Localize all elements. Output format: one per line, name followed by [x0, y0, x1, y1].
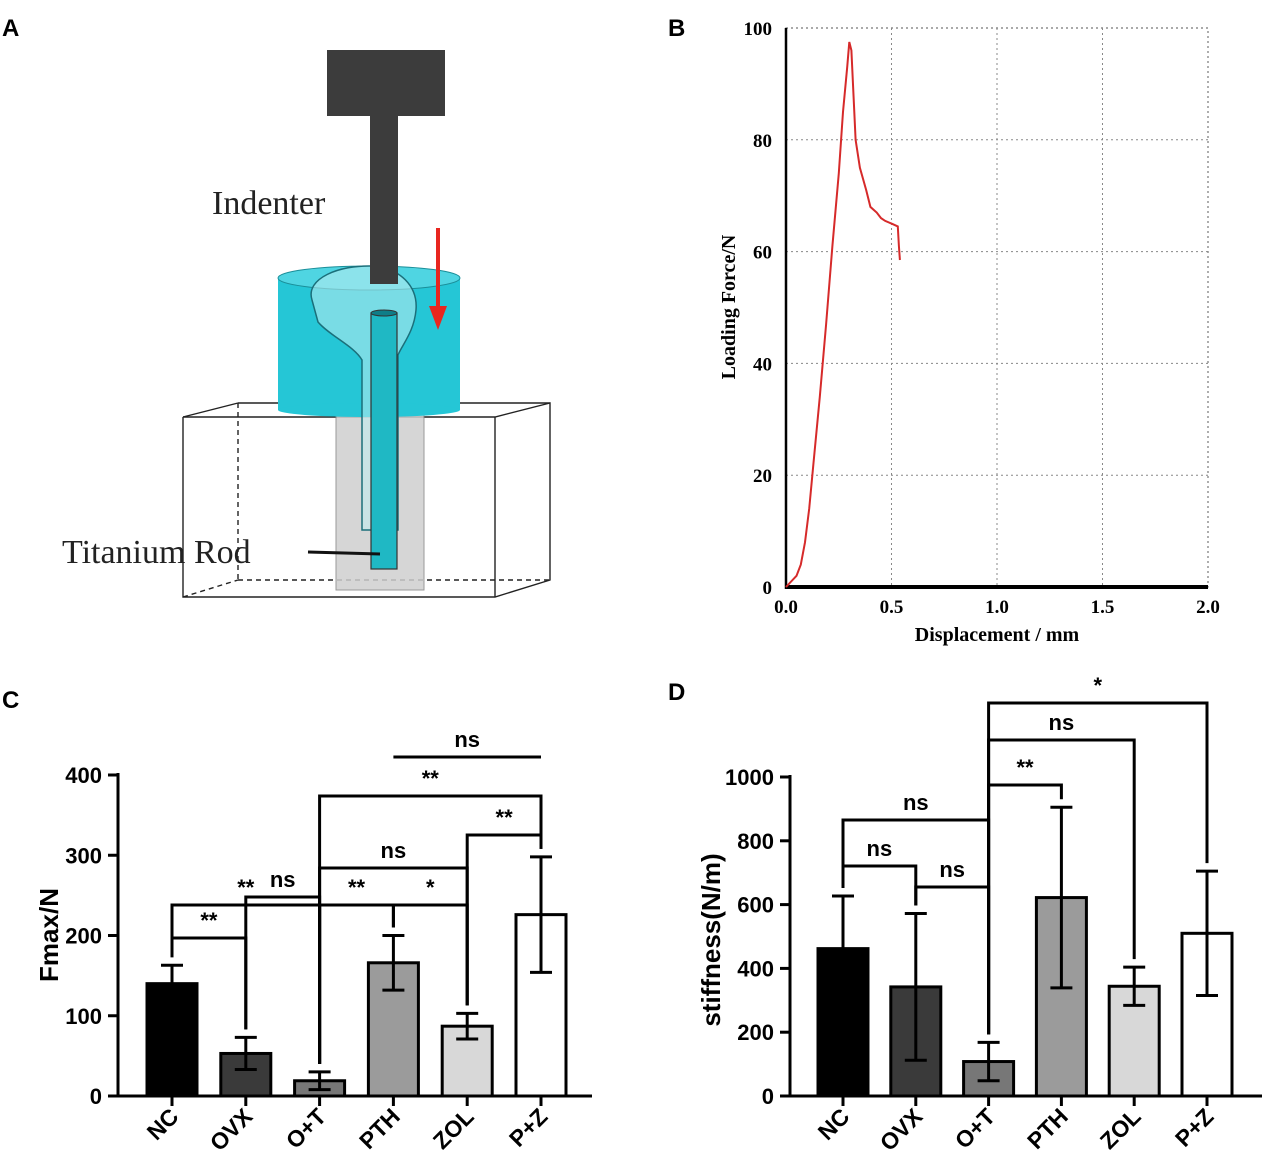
chart-c-y-tick-label: 200 [65, 924, 102, 949]
chart-d-x-tick-labels: NC OVX O+T PTH ZOL P+Z [813, 1103, 1219, 1156]
chart-c-sig-label: ns [270, 867, 296, 892]
chart-d-sig-line [841, 864, 918, 906]
chart-c-sig-label: ** [237, 875, 255, 900]
chart-d-x-tick-label: NC [813, 1103, 855, 1145]
chart-d-y-tick-label: 1000 [725, 765, 774, 790]
chart-b-grid [785, 27, 1209, 588]
titanium-rod-label: Titanium Rod [62, 534, 251, 571]
chart-c-x-tick-labels: NC OVX O+T PTH ZOL P+Z [142, 1103, 553, 1156]
chart-c-y-tick-label: 0 [90, 1084, 102, 1109]
chart-c-x-tick-label: P+Z [504, 1103, 553, 1152]
chart-c-error-bars [161, 855, 552, 1092]
chart-d-sig-label: ns [1049, 710, 1075, 735]
schematic-a: Indenter Titanium Rod [62, 50, 551, 598]
chart-c-sig-line [244, 895, 322, 1064]
chart-c-sig-label: ns [381, 838, 407, 863]
chart-c-sig-label: * [426, 875, 435, 900]
chart-c-x-tick-label: ZOL [428, 1103, 479, 1154]
chart-c-x-tick-label: O+T [281, 1103, 331, 1153]
chart-d-y-tick-label: 0 [762, 1084, 774, 1109]
chart-d-sig-label: ns [939, 857, 965, 882]
chart-d-y-tick-label: 400 [737, 956, 774, 981]
chart-b-y-tick-label: 80 [753, 131, 772, 152]
chart-b-x-tick-label: 0.0 [774, 597, 798, 618]
chart-b-x-tick-label: 1.0 [985, 597, 1009, 618]
chart-d-error-bars [832, 805, 1218, 1083]
chart-b-x-tick-label: 0.5 [880, 597, 904, 618]
chart-c-sig-bracket: ns [244, 867, 322, 1064]
chart-b-y-tick-label: 60 [753, 243, 772, 264]
indenter-label: Indenter [212, 185, 326, 222]
chart-c-significance: **ns** ** *ns****ns [170, 727, 543, 1064]
chart-c-sig-bracket: ** [318, 766, 543, 1064]
chart-b: 0 20 40 60 80 100 0.0 0.5 1.0 1.5 2.0 Loading For… [718, 19, 1220, 646]
chart-d-sig-label: ns [867, 836, 893, 861]
chart-d-y-axis-label: stiffness(N/m) [696, 853, 726, 1026]
chart-c-x-tick-label: PTH [354, 1103, 405, 1154]
chart-c-bars [145, 913, 568, 1098]
chart-b-loading-curve [785, 41, 901, 588]
chart-c-sig-label: ** [200, 908, 218, 933]
chart-d-x-tick-label: O+T [950, 1103, 1000, 1153]
titanium-rod-top [370, 309, 398, 317]
chart-c-sig-label: ns [454, 727, 480, 752]
indenter-head [327, 50, 445, 116]
chart-b-x-axis-label: Displacement / mm [915, 624, 1080, 646]
chart-c-sig-label: ** [348, 875, 366, 900]
chart-c-y-tick-label: 300 [65, 843, 102, 868]
titanium-rod-shape [370, 312, 398, 570]
chart-b-y-tick-label: 40 [753, 354, 772, 375]
chart-c-y-axis-label: Fmax/N [34, 888, 64, 982]
chart-c-sig-bracket: ns [393, 727, 541, 759]
chart-d-y-tick-label: 200 [737, 1020, 774, 1045]
chart-c-y-tick-label: 100 [65, 1004, 102, 1029]
panel-letter-d: D [668, 679, 685, 706]
chart-b-x-tick-label: 1.5 [1091, 597, 1115, 618]
chart-b-axes [784, 28, 1208, 589]
chart-c-y-tick-label: 400 [65, 763, 102, 788]
panel-letter-b: B [668, 15, 685, 42]
indenter-shape [327, 50, 445, 284]
chart-d-y-tick-label: 800 [737, 829, 774, 854]
chart-c-sig-line [318, 794, 543, 1064]
chart-d-sig-label: ns [903, 790, 929, 815]
chart-d-y-tick-label: 600 [737, 893, 774, 918]
chart-b-y-tick-labels: 0 20 40 60 80 100 [744, 19, 773, 599]
chart-b-y-axis-label: Loading Force/N [718, 234, 740, 379]
chart-b-y-tick-label: 0 [763, 578, 773, 599]
chart-b-y-tick-label: 20 [753, 466, 772, 487]
indenter-shaft [370, 116, 398, 284]
chart-c-x-tick-label: NC [142, 1103, 184, 1145]
chart-d-x-tick-label: OVX [875, 1103, 928, 1156]
chart-d-sig-label: ** [1016, 755, 1034, 780]
chart-d-x-tick-label: P+Z [1170, 1103, 1219, 1152]
chart-d-x-tick-label: ZOL [1095, 1103, 1146, 1154]
chart-d-sig-label: * [1094, 673, 1103, 698]
chart-d-x-tick-label: PTH [1022, 1103, 1073, 1154]
chart-c-x-tick-label: OVX [205, 1103, 258, 1156]
load-arrow-head [429, 306, 447, 330]
chart-c-y-tick-labels: 0 100 200 300 400 [65, 763, 102, 1109]
chart-b-y-tick-label: 100 [744, 19, 773, 40]
chart-b-x-tick-label: 2.0 [1196, 597, 1220, 618]
chart-c-sig-label: ** [422, 766, 440, 791]
chart-d-sig-line [987, 701, 1209, 1035]
chart-d-bars [816, 896, 1234, 1098]
panel-letter-a: A [2, 15, 19, 42]
chart-c-sig-label: ** [496, 805, 514, 830]
chart-d-sig-bracket: * [987, 673, 1209, 1035]
chart-d-y-tick-labels: 0 200 400 600 800 1000 [725, 765, 774, 1109]
chart-b-x-tick-labels: 0.0 0.5 1.0 1.5 2.0 [774, 597, 1220, 618]
panel-letter-c: C [2, 687, 19, 714]
load-arrow-icon [429, 228, 447, 330]
rod-pointer-line [307, 550, 381, 556]
chart-c-bar-ovx [219, 1051, 273, 1098]
